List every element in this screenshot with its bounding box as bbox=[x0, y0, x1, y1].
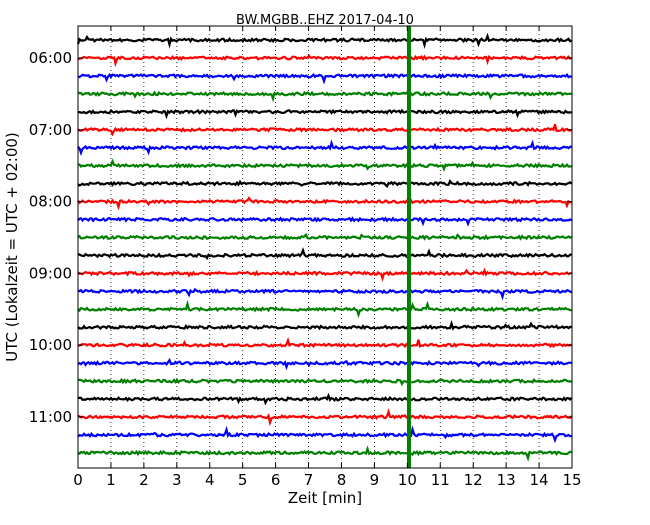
trace-line bbox=[77, 337, 573, 349]
trace-line bbox=[77, 247, 573, 261]
trace-line bbox=[77, 216, 573, 227]
y-tick-label: 09:00 bbox=[29, 264, 72, 282]
x-tick-label: 3 bbox=[172, 471, 182, 489]
x-tick-label: 9 bbox=[370, 471, 380, 489]
x-tick-label: 7 bbox=[304, 471, 314, 489]
trace-line bbox=[77, 108, 572, 120]
trace-line bbox=[77, 357, 572, 371]
x-tick-label: 4 bbox=[205, 471, 215, 489]
y-tick-label: 08:00 bbox=[29, 193, 72, 211]
trace-line bbox=[77, 90, 572, 103]
trace-line bbox=[77, 408, 573, 427]
trace-line bbox=[77, 179, 573, 189]
y-axis-ticks: 06:00 07:00 08:00 09:00 10:00 11:00 bbox=[29, 49, 572, 426]
trace-line bbox=[77, 232, 573, 241]
y-tick-label: 07:00 bbox=[29, 121, 72, 139]
x-tick-label: 0 bbox=[73, 471, 83, 489]
trace-line bbox=[76, 32, 573, 49]
x-tick-label: 6 bbox=[271, 471, 281, 489]
trace-line bbox=[77, 299, 572, 319]
trace-line bbox=[78, 158, 572, 173]
plot-frame bbox=[77, 25, 573, 469]
x-tick-label: 13 bbox=[497, 471, 516, 489]
y-tick-label: 06:00 bbox=[29, 49, 72, 67]
trace-line bbox=[77, 445, 572, 462]
trace-line bbox=[77, 319, 572, 331]
x-tick-label: 14 bbox=[530, 471, 549, 489]
y-axis-label: UTC (Lokalzeit = UTC + 02:00) bbox=[3, 132, 21, 362]
x-tick-label: 2 bbox=[139, 471, 149, 489]
seismogram-traces bbox=[76, 32, 573, 462]
trace-line bbox=[77, 377, 572, 387]
x-tick-label: 15 bbox=[562, 471, 581, 489]
x-tick-label: 1 bbox=[106, 471, 116, 489]
grid bbox=[110, 26, 540, 468]
trace-line bbox=[78, 53, 572, 68]
trace-line bbox=[77, 72, 572, 85]
y-tick-label: 11:00 bbox=[29, 408, 72, 426]
trace-line bbox=[77, 425, 572, 444]
chart-title: BW.MGBB..EHZ 2017-04-10 bbox=[236, 13, 414, 28]
x-axis-ticks: 0 1 2 3 4 5 6 7 8 9 10 11 12 13 14 15 bbox=[73, 26, 582, 489]
x-tick-label: 12 bbox=[464, 471, 483, 489]
trace-line bbox=[77, 287, 573, 301]
x-tick-label: 10 bbox=[398, 471, 417, 489]
trace-line bbox=[77, 124, 573, 137]
trace-line bbox=[77, 139, 572, 157]
x-tick-label: 11 bbox=[431, 471, 450, 489]
x-tick-label: 5 bbox=[238, 471, 248, 489]
trace-line bbox=[77, 392, 573, 406]
x-axis-label: Zeit [min] bbox=[288, 489, 362, 507]
trace-line bbox=[77, 267, 572, 282]
y-tick-label: 10:00 bbox=[29, 336, 72, 354]
trace-line bbox=[77, 196, 572, 211]
x-tick-label: 8 bbox=[337, 471, 347, 489]
